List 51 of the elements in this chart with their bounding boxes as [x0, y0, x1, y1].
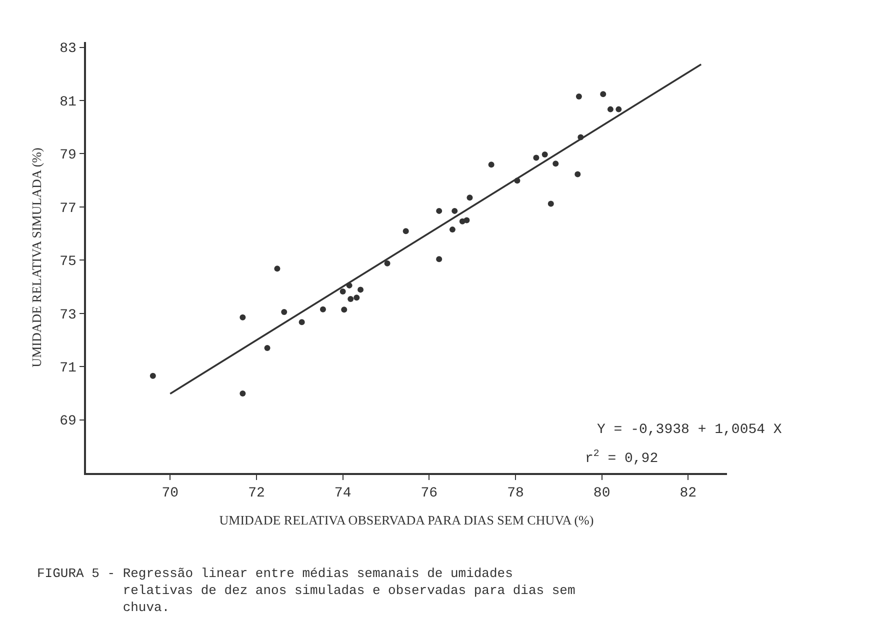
point [240, 314, 246, 320]
point [552, 160, 559, 167]
point [340, 288, 346, 295]
point [341, 306, 348, 313]
point [402, 228, 409, 234]
point [464, 217, 470, 224]
x-tick-label: 76 [420, 486, 438, 502]
point [150, 372, 156, 379]
y-tick-label: 81 [60, 94, 76, 110]
annotation: r$^{2}$ = 0,92 [585, 448, 658, 467]
point [576, 94, 582, 100]
y-tick-label: 69 [60, 414, 76, 430]
point [574, 171, 581, 178]
point [436, 208, 442, 214]
point [533, 154, 540, 161]
point [600, 91, 606, 98]
point [488, 162, 494, 168]
x-tick-label: 82 [680, 486, 697, 502]
y-tick-label: 75 [60, 254, 76, 270]
y-tick-label: 73 [60, 307, 76, 324]
annotation: Y = -0,3938 + 1,0054 X [597, 422, 782, 438]
y-tick-label: 77 [60, 200, 76, 217]
y-tick-label: 71 [60, 360, 76, 376]
point [320, 306, 326, 312]
point [452, 208, 458, 214]
point [281, 309, 288, 316]
point [358, 286, 364, 293]
x-tick-label: 80 [593, 486, 610, 502]
x-axis-title: UMIDADE RELATIVA OBSERVADA PARA DIAS SEM CHUVA (%) [219, 512, 594, 528]
point [542, 152, 548, 158]
point [616, 106, 622, 112]
point [548, 200, 554, 207]
point [298, 319, 305, 326]
y-tick-label: 79 [60, 148, 76, 164]
point [607, 106, 614, 112]
x-tick-label: 74 [334, 486, 352, 502]
x-tick-label: 70 [162, 486, 179, 502]
y-tick-label: 83 [60, 41, 76, 58]
point [384, 260, 390, 266]
point [348, 296, 354, 302]
point [436, 256, 442, 262]
point [264, 344, 270, 351]
point [449, 226, 456, 233]
point [354, 294, 360, 301]
point [274, 266, 280, 272]
point [466, 194, 473, 201]
x-tick-label: 72 [248, 486, 265, 502]
point [240, 390, 246, 396]
text: FIGURA 5 - Regressão linear entre médias semanais de umidades relativas de dez anos simuladas e observadas para dias sem chuva. [37, 566, 576, 615]
x-tick-label: 78 [507, 486, 524, 502]
y-axis-title: UMIDADE RELATIVA SIMULADA (%) [29, 148, 44, 368]
